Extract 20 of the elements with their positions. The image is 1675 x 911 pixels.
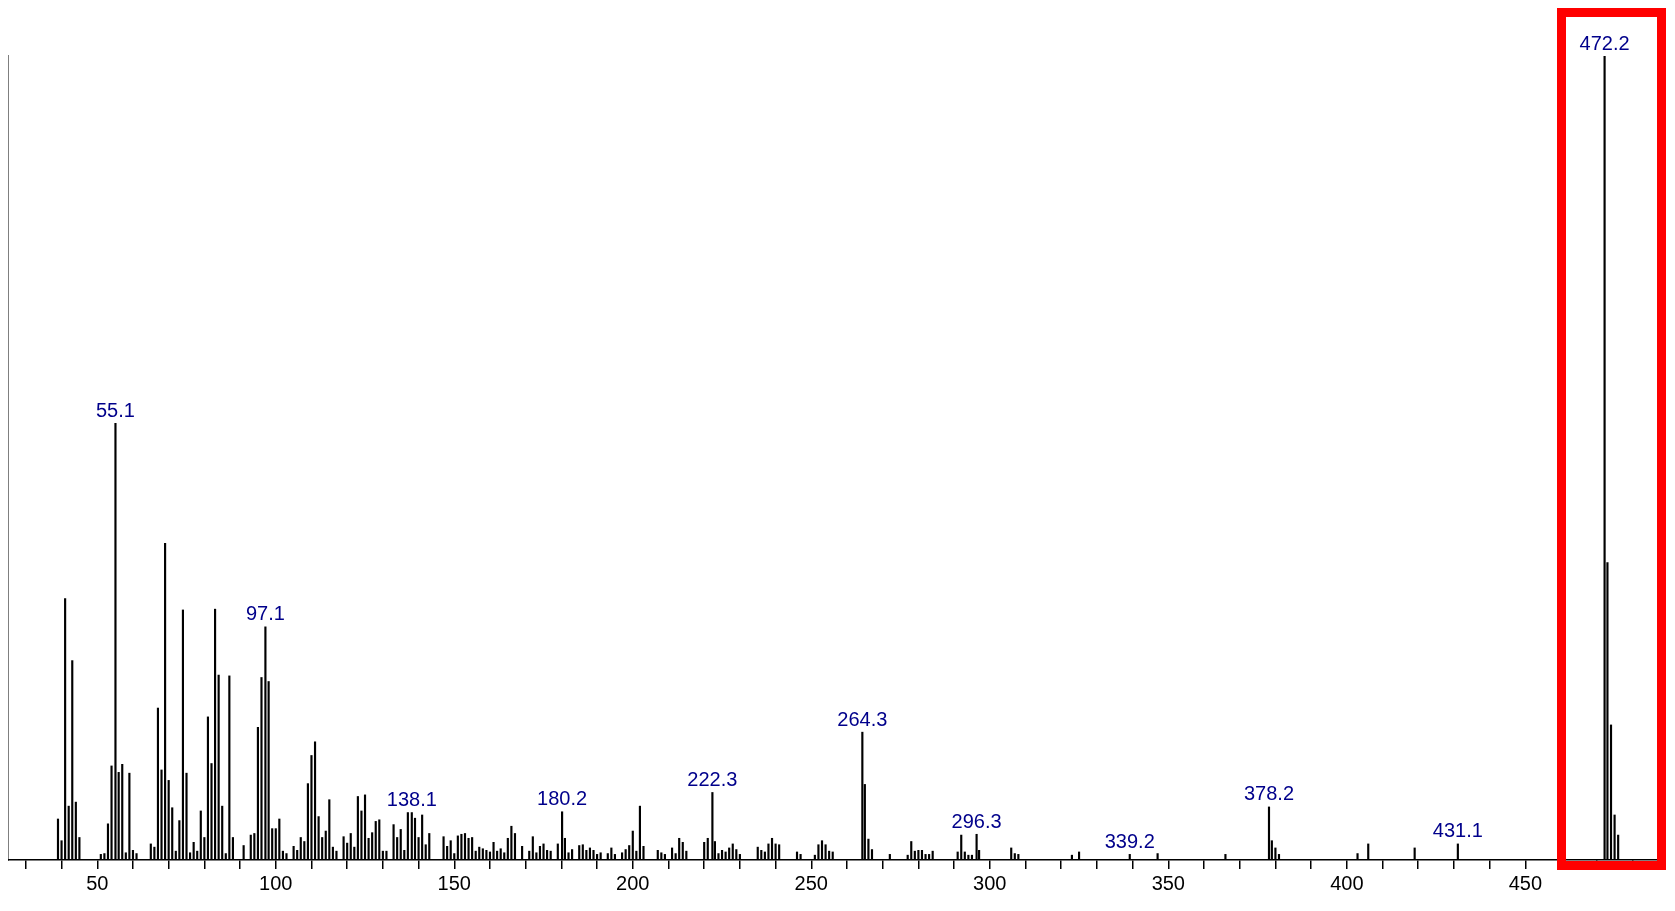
annotation: 264.3 xyxy=(837,707,888,730)
annotation: 472.2 xyxy=(1579,31,1630,54)
annotation: 431.1 xyxy=(1432,819,1483,842)
annotation: 138.1 xyxy=(386,788,437,811)
x-tick-label: 250 xyxy=(794,871,828,894)
annotation: 296.3 xyxy=(951,809,1002,832)
x-tick-label: 200 xyxy=(616,871,650,894)
x-tick-label: 450 xyxy=(1508,871,1543,894)
annotation: 378.2 xyxy=(1243,782,1295,805)
annotation: 55.1 xyxy=(95,398,135,421)
annotation: 97.1 xyxy=(245,602,285,625)
annotation: 180.2 xyxy=(537,787,588,810)
x-tick-label: 100 xyxy=(259,871,293,894)
x-tick-label: 300 xyxy=(973,871,1007,894)
x-tick-label: 150 xyxy=(437,871,471,894)
x-tick-label: 350 xyxy=(1151,871,1185,894)
x-tick-label: 50 xyxy=(86,871,109,894)
x-tick-label: 400 xyxy=(1330,871,1364,894)
annotation: 222.3 xyxy=(687,767,738,790)
annotation: 339.2 xyxy=(1104,829,1155,852)
